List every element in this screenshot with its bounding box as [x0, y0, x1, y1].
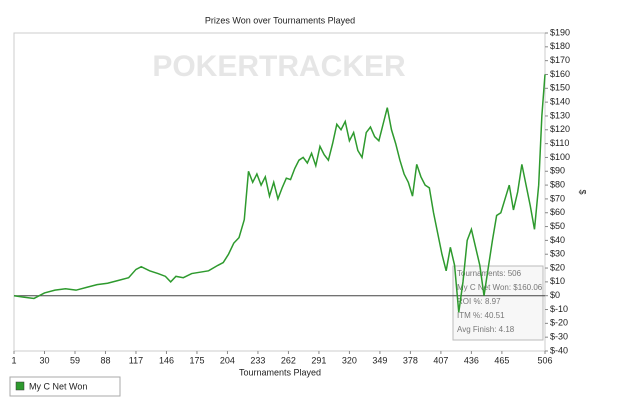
y-tick-label: $180: [550, 41, 570, 51]
series-line: [13, 74, 546, 313]
x-tick-label: 436: [464, 355, 479, 365]
x-tick-label: 233: [250, 355, 265, 365]
legend-label: My C Net Won: [29, 381, 87, 391]
y-tick-label: $90: [550, 166, 565, 176]
x-tick-label: 88: [100, 355, 110, 365]
y-tick-label: $-20: [550, 318, 568, 328]
tooltip-line: ITM %: 40.51: [457, 311, 505, 320]
x-tick-label: 291: [311, 355, 326, 365]
y-axis-label: $: [578, 189, 588, 194]
x-tick-label: 262: [281, 355, 296, 365]
x-tick-label: 204: [220, 355, 235, 365]
x-tick-label: 117: [129, 355, 143, 365]
y-tick-label: $40: [550, 235, 565, 245]
y-tick-label: $60: [550, 207, 565, 217]
x-tick-label: 407: [433, 355, 448, 365]
x-tick-label: 1: [11, 355, 16, 365]
y-tick-label: $-30: [550, 332, 568, 342]
y-tick-label: $150: [550, 83, 570, 93]
x-tick-label: 465: [494, 355, 509, 365]
x-tick-label: 59: [70, 355, 80, 365]
x-tick-label: 146: [159, 355, 174, 365]
y-tick-label: $120: [550, 124, 570, 134]
y-tick-label: $110: [550, 138, 569, 148]
y-tick-label: $140: [550, 97, 570, 107]
x-tick-label: 378: [403, 355, 418, 365]
y-tick-label: $0: [550, 290, 560, 300]
y-tick-label: $50: [550, 221, 565, 231]
tooltip-line: Tournaments: 506: [457, 269, 522, 278]
y-tick-label: $100: [550, 152, 570, 162]
watermark: POKERTRACKER: [152, 50, 406, 83]
tooltip-line: ROI %: 8.97: [457, 297, 501, 306]
x-tick-label: 506: [537, 355, 552, 365]
x-tick-label: 349: [372, 355, 387, 365]
y-tick-label: $-40: [550, 345, 568, 355]
x-tick-label: 320: [342, 355, 357, 365]
legend: [9, 376, 121, 397]
tooltip-box: [452, 265, 544, 341]
y-tick-label: $160: [550, 69, 570, 79]
tooltip: Tournaments: 506 My C Net Won: $160.06 ROI…: [452, 265, 544, 341]
tooltip-line: Avg Finish: 4.18: [457, 325, 515, 334]
x-tick-label: 175: [189, 355, 204, 365]
x-axis-label: Tournaments Played: [239, 367, 321, 377]
y-tick-label: $170: [550, 55, 570, 65]
x-tick-label: 30: [39, 355, 49, 365]
y-tick-label: $130: [550, 110, 570, 120]
y-tick-label: $80: [550, 179, 565, 189]
y-tick-label: $10: [550, 276, 565, 286]
y-tick-label: $70: [550, 193, 565, 203]
tooltip-line: My C Net Won: $160.06: [457, 283, 543, 292]
chart-title: Prizes Won over Tournaments Played: [205, 15, 355, 25]
y-tick-label: $20: [550, 262, 565, 272]
y-tick-label: $-10: [550, 304, 568, 314]
legend-swatch: [15, 381, 25, 391]
y-tick-label: $190: [550, 27, 570, 37]
y-tick-label: $30: [550, 249, 565, 259]
